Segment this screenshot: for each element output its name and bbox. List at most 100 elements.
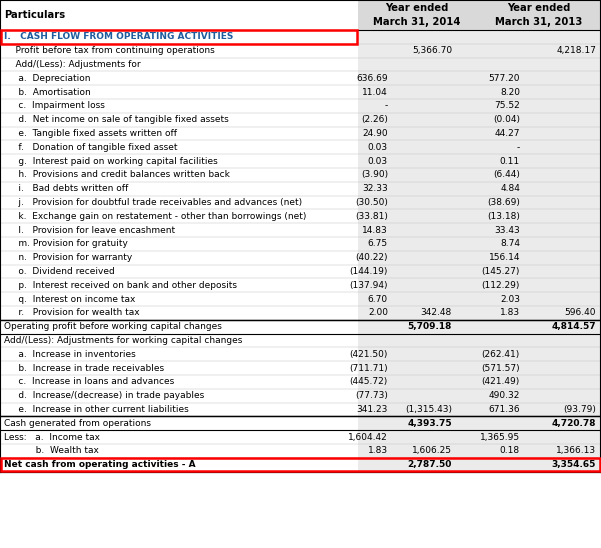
Text: 2.03: 2.03: [500, 295, 520, 304]
Text: (93.79): (93.79): [563, 405, 596, 414]
Text: (144.19): (144.19): [350, 267, 388, 276]
Bar: [358, 347, 476, 361]
Text: 4,218.17: 4,218.17: [556, 46, 596, 55]
Text: e.  Increase in other current liabilities: e. Increase in other current liabilities: [4, 405, 189, 414]
Text: 1,366.13: 1,366.13: [556, 447, 596, 455]
Bar: [358, 182, 476, 196]
Bar: [358, 416, 476, 430]
Bar: [0, 334, 358, 347]
Text: 1,604.42: 1,604.42: [348, 432, 388, 442]
Text: 33.43: 33.43: [494, 226, 520, 235]
Bar: [358, 44, 476, 58]
Text: b.  Wealth tax: b. Wealth tax: [4, 447, 99, 455]
Bar: [0, 430, 358, 444]
Text: 8.20: 8.20: [500, 88, 520, 96]
Bar: [476, 334, 601, 347]
Text: (145.27): (145.27): [481, 267, 520, 276]
Bar: [0, 58, 358, 71]
Text: (6.44): (6.44): [493, 170, 520, 179]
Text: Less:   a.  Income tax: Less: a. Income tax: [4, 432, 100, 442]
Bar: [0, 168, 358, 182]
Text: (2.26): (2.26): [361, 115, 388, 124]
Bar: [476, 223, 601, 237]
Text: 24.90: 24.90: [362, 129, 388, 138]
Bar: [358, 99, 476, 113]
Bar: [358, 361, 476, 375]
Bar: [0, 416, 358, 430]
Bar: [476, 444, 601, 458]
Text: 8.74: 8.74: [500, 239, 520, 248]
Text: (40.22): (40.22): [356, 253, 388, 262]
Text: i.   Bad debts written off: i. Bad debts written off: [4, 184, 128, 193]
Text: 2.00: 2.00: [368, 309, 388, 317]
Text: f.   Donation of tangible fixed asset: f. Donation of tangible fixed asset: [4, 143, 177, 152]
Text: Cash generated from operations: Cash generated from operations: [4, 419, 151, 428]
Bar: [476, 127, 601, 140]
Bar: [358, 444, 476, 458]
Bar: [476, 320, 601, 334]
Text: 1.83: 1.83: [500, 309, 520, 317]
Bar: [476, 113, 601, 127]
Text: r.   Provision for wealth tax: r. Provision for wealth tax: [4, 309, 139, 317]
Text: 0.11: 0.11: [500, 157, 520, 165]
Bar: [358, 403, 476, 416]
Text: I.   CASH FLOW FROM OPERATING ACTIVITIES: I. CASH FLOW FROM OPERATING ACTIVITIES: [4, 32, 233, 42]
Text: Add/(Less): Adjustments for working capital changes: Add/(Less): Adjustments for working capi…: [4, 336, 242, 345]
Text: (262.41): (262.41): [482, 350, 520, 359]
Bar: [476, 389, 601, 403]
Text: 490.32: 490.32: [489, 391, 520, 400]
Bar: [476, 30, 601, 44]
Text: 2,787.50: 2,787.50: [407, 460, 452, 469]
Text: (1,315.43): (1,315.43): [405, 405, 452, 414]
Text: l.   Provision for leave encashment: l. Provision for leave encashment: [4, 226, 175, 235]
Text: 0.18: 0.18: [500, 447, 520, 455]
Text: Profit before tax from continuing operations: Profit before tax from continuing operat…: [4, 46, 215, 55]
Bar: [358, 458, 476, 472]
Bar: [358, 265, 476, 278]
Bar: [358, 320, 476, 334]
Text: (711.71): (711.71): [349, 364, 388, 373]
Bar: [0, 320, 358, 334]
Text: Net cash from operating activities - A: Net cash from operating activities - A: [4, 460, 195, 469]
Text: q.  Interest on income tax: q. Interest on income tax: [4, 295, 135, 304]
Bar: [476, 99, 601, 113]
Bar: [0, 403, 358, 416]
Bar: [0, 292, 358, 306]
Text: Year ended
March 31, 2013: Year ended March 31, 2013: [495, 3, 582, 27]
Text: k.  Exchange gain on restatement - other than borrowings (net): k. Exchange gain on restatement - other …: [4, 212, 307, 221]
Text: n.  Provision for warranty: n. Provision for warranty: [4, 253, 132, 262]
Text: p.  Interest received on bank and other deposits: p. Interest received on bank and other d…: [4, 281, 237, 290]
Text: g.  Interest paid on working capital facilities: g. Interest paid on working capital faci…: [4, 157, 218, 165]
Text: 1,606.25: 1,606.25: [412, 447, 452, 455]
Text: (0.04): (0.04): [493, 115, 520, 124]
Text: 577.20: 577.20: [489, 74, 520, 83]
Text: 341.23: 341.23: [356, 405, 388, 414]
Text: 32.33: 32.33: [362, 184, 388, 193]
Text: 4,720.78: 4,720.78: [552, 419, 596, 428]
Text: (30.50): (30.50): [355, 198, 388, 207]
Bar: [1, 30, 357, 43]
Bar: [0, 223, 358, 237]
Bar: [358, 389, 476, 403]
Text: (445.72): (445.72): [350, 378, 388, 386]
Text: a.  Depreciation: a. Depreciation: [4, 74, 91, 83]
Text: d.  Net income on sale of tangible fixed assets: d. Net income on sale of tangible fixed …: [4, 115, 229, 124]
Bar: [358, 113, 476, 127]
Text: 6.75: 6.75: [368, 239, 388, 248]
Bar: [0, 30, 358, 44]
Text: (421.50): (421.50): [350, 350, 388, 359]
Bar: [1, 458, 600, 471]
Text: 14.83: 14.83: [362, 226, 388, 235]
Bar: [0, 251, 358, 265]
Bar: [358, 168, 476, 182]
Text: Add/(Less): Adjustments for: Add/(Less): Adjustments for: [4, 60, 141, 69]
Bar: [358, 140, 476, 154]
Bar: [358, 251, 476, 265]
Bar: [358, 58, 476, 71]
Text: 3,354.65: 3,354.65: [552, 460, 596, 469]
Text: Year ended
March 31, 2014: Year ended March 31, 2014: [373, 3, 461, 27]
Bar: [476, 347, 601, 361]
Text: c.  Increase in loans and advances: c. Increase in loans and advances: [4, 378, 174, 386]
Bar: [0, 389, 358, 403]
Bar: [476, 361, 601, 375]
